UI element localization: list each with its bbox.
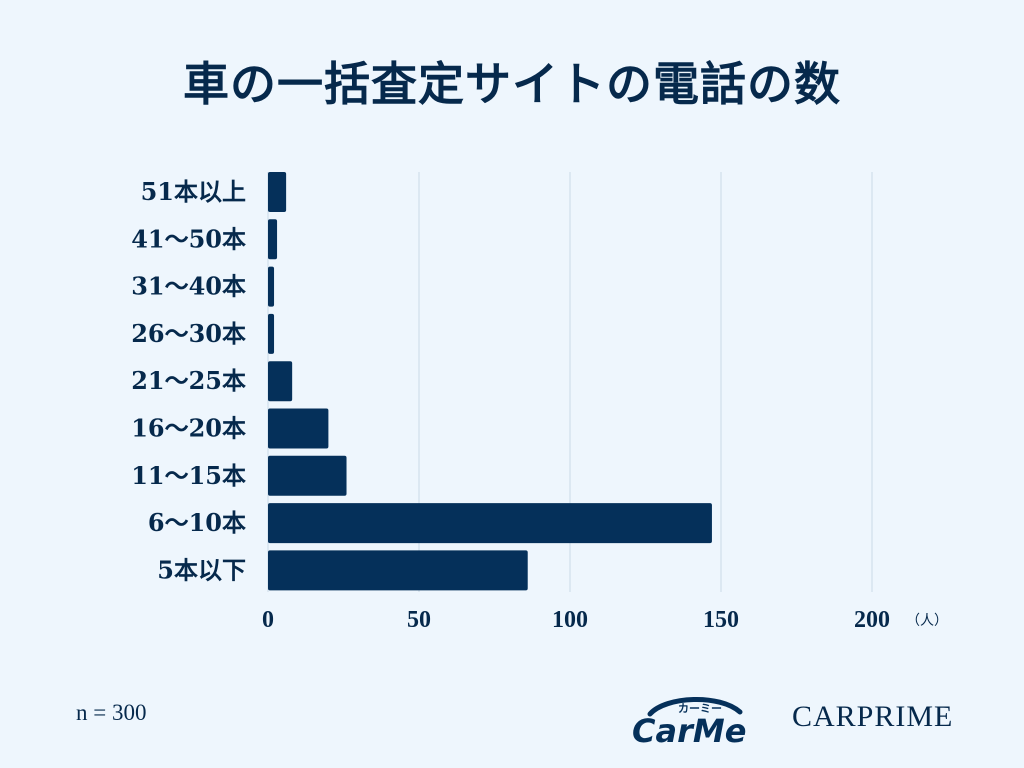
x-tick-label: 0 <box>262 607 274 633</box>
bar <box>268 503 712 544</box>
category-label: 41〜50本 <box>131 224 246 253</box>
category-label: 16〜20本 <box>131 414 246 443</box>
bar <box>268 361 293 402</box>
category-label: 21〜25本 <box>131 366 246 395</box>
x-tick-label: 200 <box>854 607 890 633</box>
bar <box>268 266 275 307</box>
sample-size-note: n = 300 <box>76 700 147 725</box>
x-tick-label: 100 <box>552 607 588 633</box>
bar <box>268 408 329 449</box>
chart-title: 車の一括査定サイトの電話の数 <box>183 57 841 111</box>
category-label: 51本以上 <box>141 177 246 206</box>
x-tick-label: 150 <box>703 607 739 633</box>
carme-kana-text: カーミー <box>678 702 722 715</box>
x-unit-label: （人） <box>906 613 948 629</box>
x-tick-label: 50 <box>407 607 431 633</box>
category-label: 5本以下 <box>157 555 246 584</box>
category-label: 31〜40本 <box>131 272 246 301</box>
category-label: 6〜10本 <box>148 508 246 537</box>
bar <box>268 313 275 354</box>
category-label: 11〜15本 <box>131 461 246 490</box>
category-label: 26〜30本 <box>131 319 246 348</box>
carme-logo: カーミー CarMe <box>632 696 746 750</box>
bar <box>268 550 528 591</box>
carme-logo-text: CarMe <box>632 712 746 750</box>
bar <box>268 455 347 496</box>
bar <box>268 172 287 212</box>
carprime-logo: CARPRIME <box>792 700 954 733</box>
bar <box>268 219 278 260</box>
